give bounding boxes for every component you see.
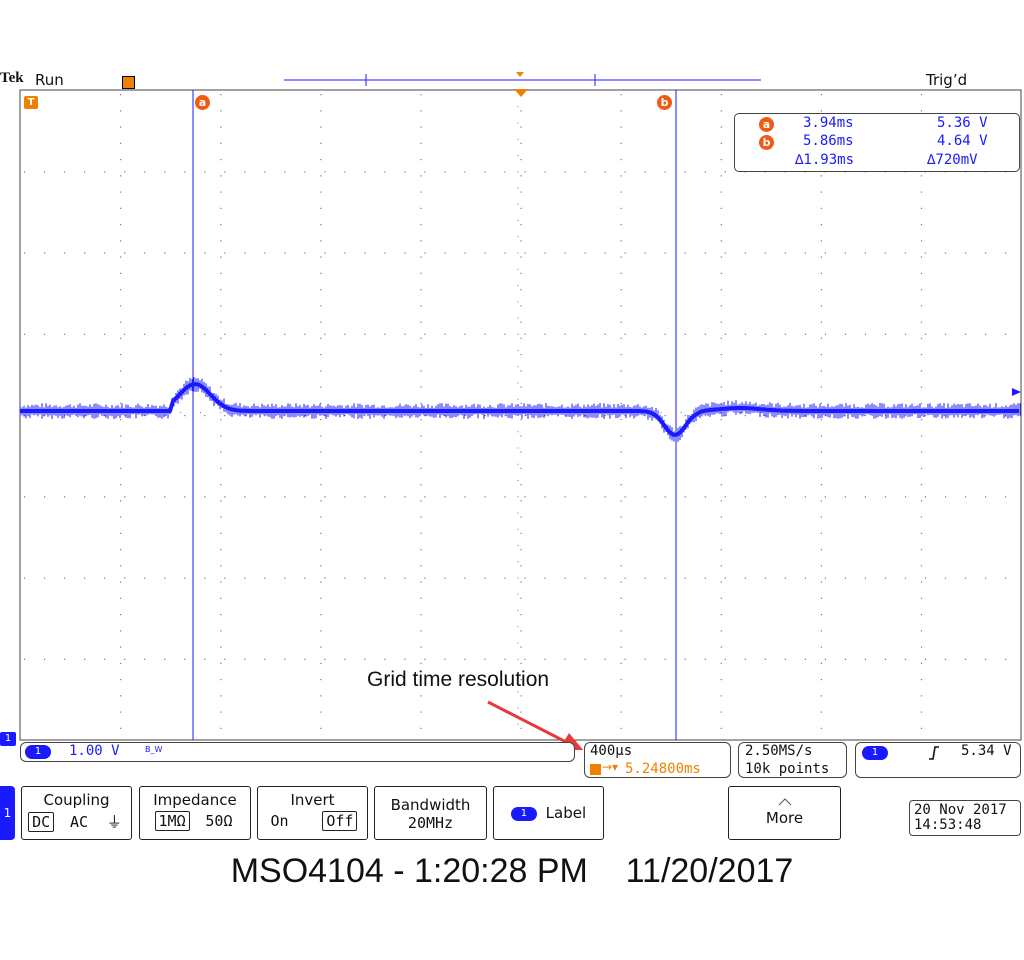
time-display: 14:53:48 bbox=[914, 817, 982, 833]
impedance-button[interactable]: Impedance 1MΩ 50Ω bbox=[139, 786, 251, 840]
bandwidth-value: 20MHz bbox=[407, 814, 454, 832]
trigger-arrow-icon: →▾ bbox=[602, 760, 619, 774]
invert-on-option[interactable]: On bbox=[270, 812, 289, 830]
coupling-dc-option[interactable]: DC bbox=[28, 812, 55, 832]
invert-label: Invert bbox=[290, 791, 335, 809]
record-view-bar bbox=[284, 72, 761, 86]
cursor-delta-volt: ∆720mV bbox=[927, 152, 978, 168]
coupling-button[interactable]: Coupling DC AC ⏚ bbox=[21, 786, 132, 840]
channel-1-badge: 1 bbox=[25, 745, 51, 759]
run-status: Run bbox=[35, 71, 64, 89]
sample-rate: 2.50MS/s bbox=[745, 743, 813, 759]
trigger-position-icon bbox=[122, 76, 135, 89]
trigger-source-badge: 1 bbox=[862, 746, 888, 760]
cursor-delta-time: ∆1.93ms bbox=[795, 152, 855, 168]
bandwidth-button[interactable]: Bandwidth 20MHz bbox=[374, 786, 487, 840]
cursor-b-badge[interactable]: b bbox=[657, 95, 672, 110]
bandwidth-label: Bandwidth bbox=[390, 796, 471, 814]
date-time-display: 20 Nov 2017 14:53:48 bbox=[909, 800, 1021, 836]
date-display: 20 Nov 2017 bbox=[914, 802, 1007, 818]
chevron-up-icon bbox=[778, 798, 791, 806]
annotation-text: Grid time resolution bbox=[367, 668, 550, 691]
timebase-scale: 400µs bbox=[590, 743, 633, 759]
channel-1-status[interactable]: 1 1.00 V B_W bbox=[20, 742, 575, 762]
channel-1-ground-marker[interactable]: 1 bbox=[0, 732, 16, 746]
cursor-a-time: 3.94ms bbox=[803, 115, 854, 131]
brand-logo: Tek bbox=[0, 70, 24, 86]
rising-edge-icon bbox=[929, 746, 939, 760]
cursor-readout: a 3.94ms 5.36 V b 5.86ms 4.64 V ∆1.93ms … bbox=[734, 113, 1020, 172]
channel-1-scale: 1.00 V bbox=[69, 743, 120, 759]
record-length: 10k points bbox=[745, 761, 830, 777]
trigger-position-icon-small bbox=[590, 764, 601, 775]
label-button-text: Label bbox=[545, 804, 587, 822]
bandwidth-limit-marker: B_W bbox=[145, 745, 163, 754]
trigger-time-marker[interactable]: T bbox=[24, 96, 38, 109]
impedance-label: Impedance bbox=[153, 791, 237, 809]
label-channel-badge: 1 bbox=[510, 806, 537, 821]
channel-1-noise bbox=[19, 377, 1021, 443]
channel-menu-tab[interactable]: 1 bbox=[0, 786, 15, 840]
impedance-1mohm-option[interactable]: 1MΩ bbox=[154, 811, 190, 831]
trigger-level: 5.34 V bbox=[961, 743, 1012, 759]
cursor-a-readout-badge: a bbox=[759, 117, 774, 132]
cursor-b-readout-badge: b bbox=[759, 135, 774, 150]
trigger-status-box[interactable]: 1 5.34 V bbox=[855, 742, 1021, 778]
timebase-position: 5.24800ms bbox=[625, 761, 701, 777]
cursor-b-volt: 4.64 V bbox=[937, 133, 988, 149]
coupling-label: Coupling bbox=[43, 791, 110, 809]
invert-button[interactable]: Invert On Off bbox=[257, 786, 368, 840]
invert-off-option[interactable]: Off bbox=[322, 811, 358, 831]
more-label: More bbox=[765, 809, 804, 827]
coupling-ground-icon[interactable]: ⏚ bbox=[106, 813, 122, 831]
acquisition-status[interactable]: 2.50MS/s 10k points bbox=[738, 742, 847, 778]
trigger-position-marker[interactable] bbox=[514, 89, 528, 99]
more-button[interactable]: More bbox=[728, 786, 841, 840]
trigger-status: Trig’d bbox=[926, 71, 968, 89]
screenshot-caption: MSO4104 - 1:20:28 PM 11/20/2017 bbox=[230, 852, 794, 890]
coupling-ac-option[interactable]: AC bbox=[69, 813, 89, 831]
annotation-arrow bbox=[487, 700, 571, 746]
cursor-a-badge[interactable]: a bbox=[195, 95, 210, 110]
impedance-50ohm-option[interactable]: 50Ω bbox=[205, 812, 233, 830]
cursor-b-time: 5.86ms bbox=[803, 133, 854, 149]
trigger-level-marker[interactable] bbox=[1012, 388, 1021, 396]
timebase-status[interactable]: 400µs →▾ 5.24800ms bbox=[584, 742, 731, 778]
cursor-a-volt: 5.36 V bbox=[937, 115, 988, 131]
label-button[interactable]: 1 Label bbox=[493, 786, 604, 840]
